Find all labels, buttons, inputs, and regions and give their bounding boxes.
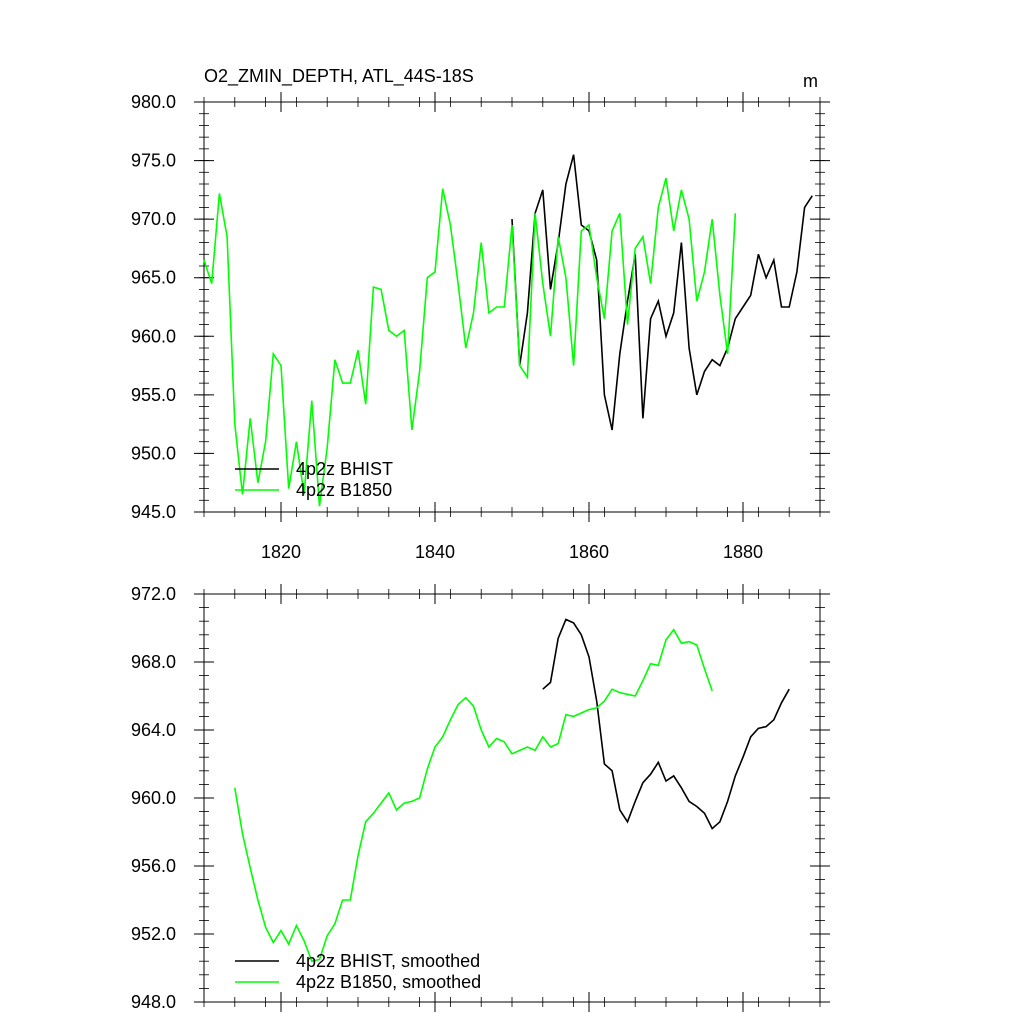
series-line-b1850-smoothed <box>234 628 713 963</box>
x-tick-label: 1820 <box>261 542 301 562</box>
x-axis: 1820 1840 1860 1880 <box>261 92 763 562</box>
x-tick-label: 1860 <box>569 542 609 562</box>
bottom-panel: 948.0 952.0 956.0 960.0 964.0 968.0 972.0 4p2z… <box>131 584 830 1012</box>
plot-frame <box>203 101 821 513</box>
y-tick-label: 975.0 <box>131 151 176 171</box>
series-line-b1850 <box>203 177 737 507</box>
y-tick-label: 980.0 <box>131 92 176 112</box>
y-tick-label: 968.0 <box>131 652 176 672</box>
plot-frame <box>203 593 821 1003</box>
y-tick-label: 965.0 <box>131 268 176 288</box>
y-tick-label: 948.0 <box>131 992 176 1012</box>
y-tick-label: 956.0 <box>131 856 176 876</box>
y-tick-label: 964.0 <box>131 720 176 740</box>
units-label: m <box>803 71 818 91</box>
chart-title: O2_ZMIN_DEPTH, ATL_44S-18S <box>204 66 474 87</box>
y-tick-label: 950.0 <box>131 443 176 463</box>
minor-ticks <box>199 589 825 1007</box>
legend-label-bhist-smoothed: 4p2z BHIST, smoothed <box>296 951 480 971</box>
y-axis: 945.0 950.0 955.0 960.0 965.0 970.0 975.0 980.0 <box>131 92 830 522</box>
y-axis: 948.0 952.0 956.0 960.0 964.0 968.0 972.0 <box>131 584 830 1012</box>
legend-label-b1850: 4p2z B1850 <box>296 480 392 500</box>
legend: 4p2z BHIST, smoothed 4p2z B1850, smoothe… <box>235 951 481 992</box>
minor-ticks <box>199 97 825 517</box>
x-axis <box>280 584 744 1012</box>
y-tick-label: 970.0 <box>131 209 176 229</box>
series-line-bhist <box>511 154 813 431</box>
y-tick-label: 945.0 <box>131 502 176 522</box>
y-tick-label: 960.0 <box>131 788 176 808</box>
y-tick-label: 972.0 <box>131 584 176 604</box>
top-panel: O2_ZMIN_DEPTH, ATL_44S-18S m 945.0950.09… <box>131 66 830 562</box>
y-tick-label: 960.0 <box>131 326 176 346</box>
legend-label-bhist: 4p2z BHIST <box>296 459 393 479</box>
y-tick-label: 955.0 <box>131 385 176 405</box>
x-tick-label: 1880 <box>723 542 763 562</box>
legend-label-b1850-smoothed: 4p2z B1850, smoothed <box>296 972 481 992</box>
series-line-bhist-smoothed <box>542 618 790 830</box>
legend: 4p2z BHIST 4p2z B1850 <box>235 459 393 500</box>
x-tick-label: 1840 <box>415 542 455 562</box>
y-tick-label: 952.0 <box>131 924 176 944</box>
